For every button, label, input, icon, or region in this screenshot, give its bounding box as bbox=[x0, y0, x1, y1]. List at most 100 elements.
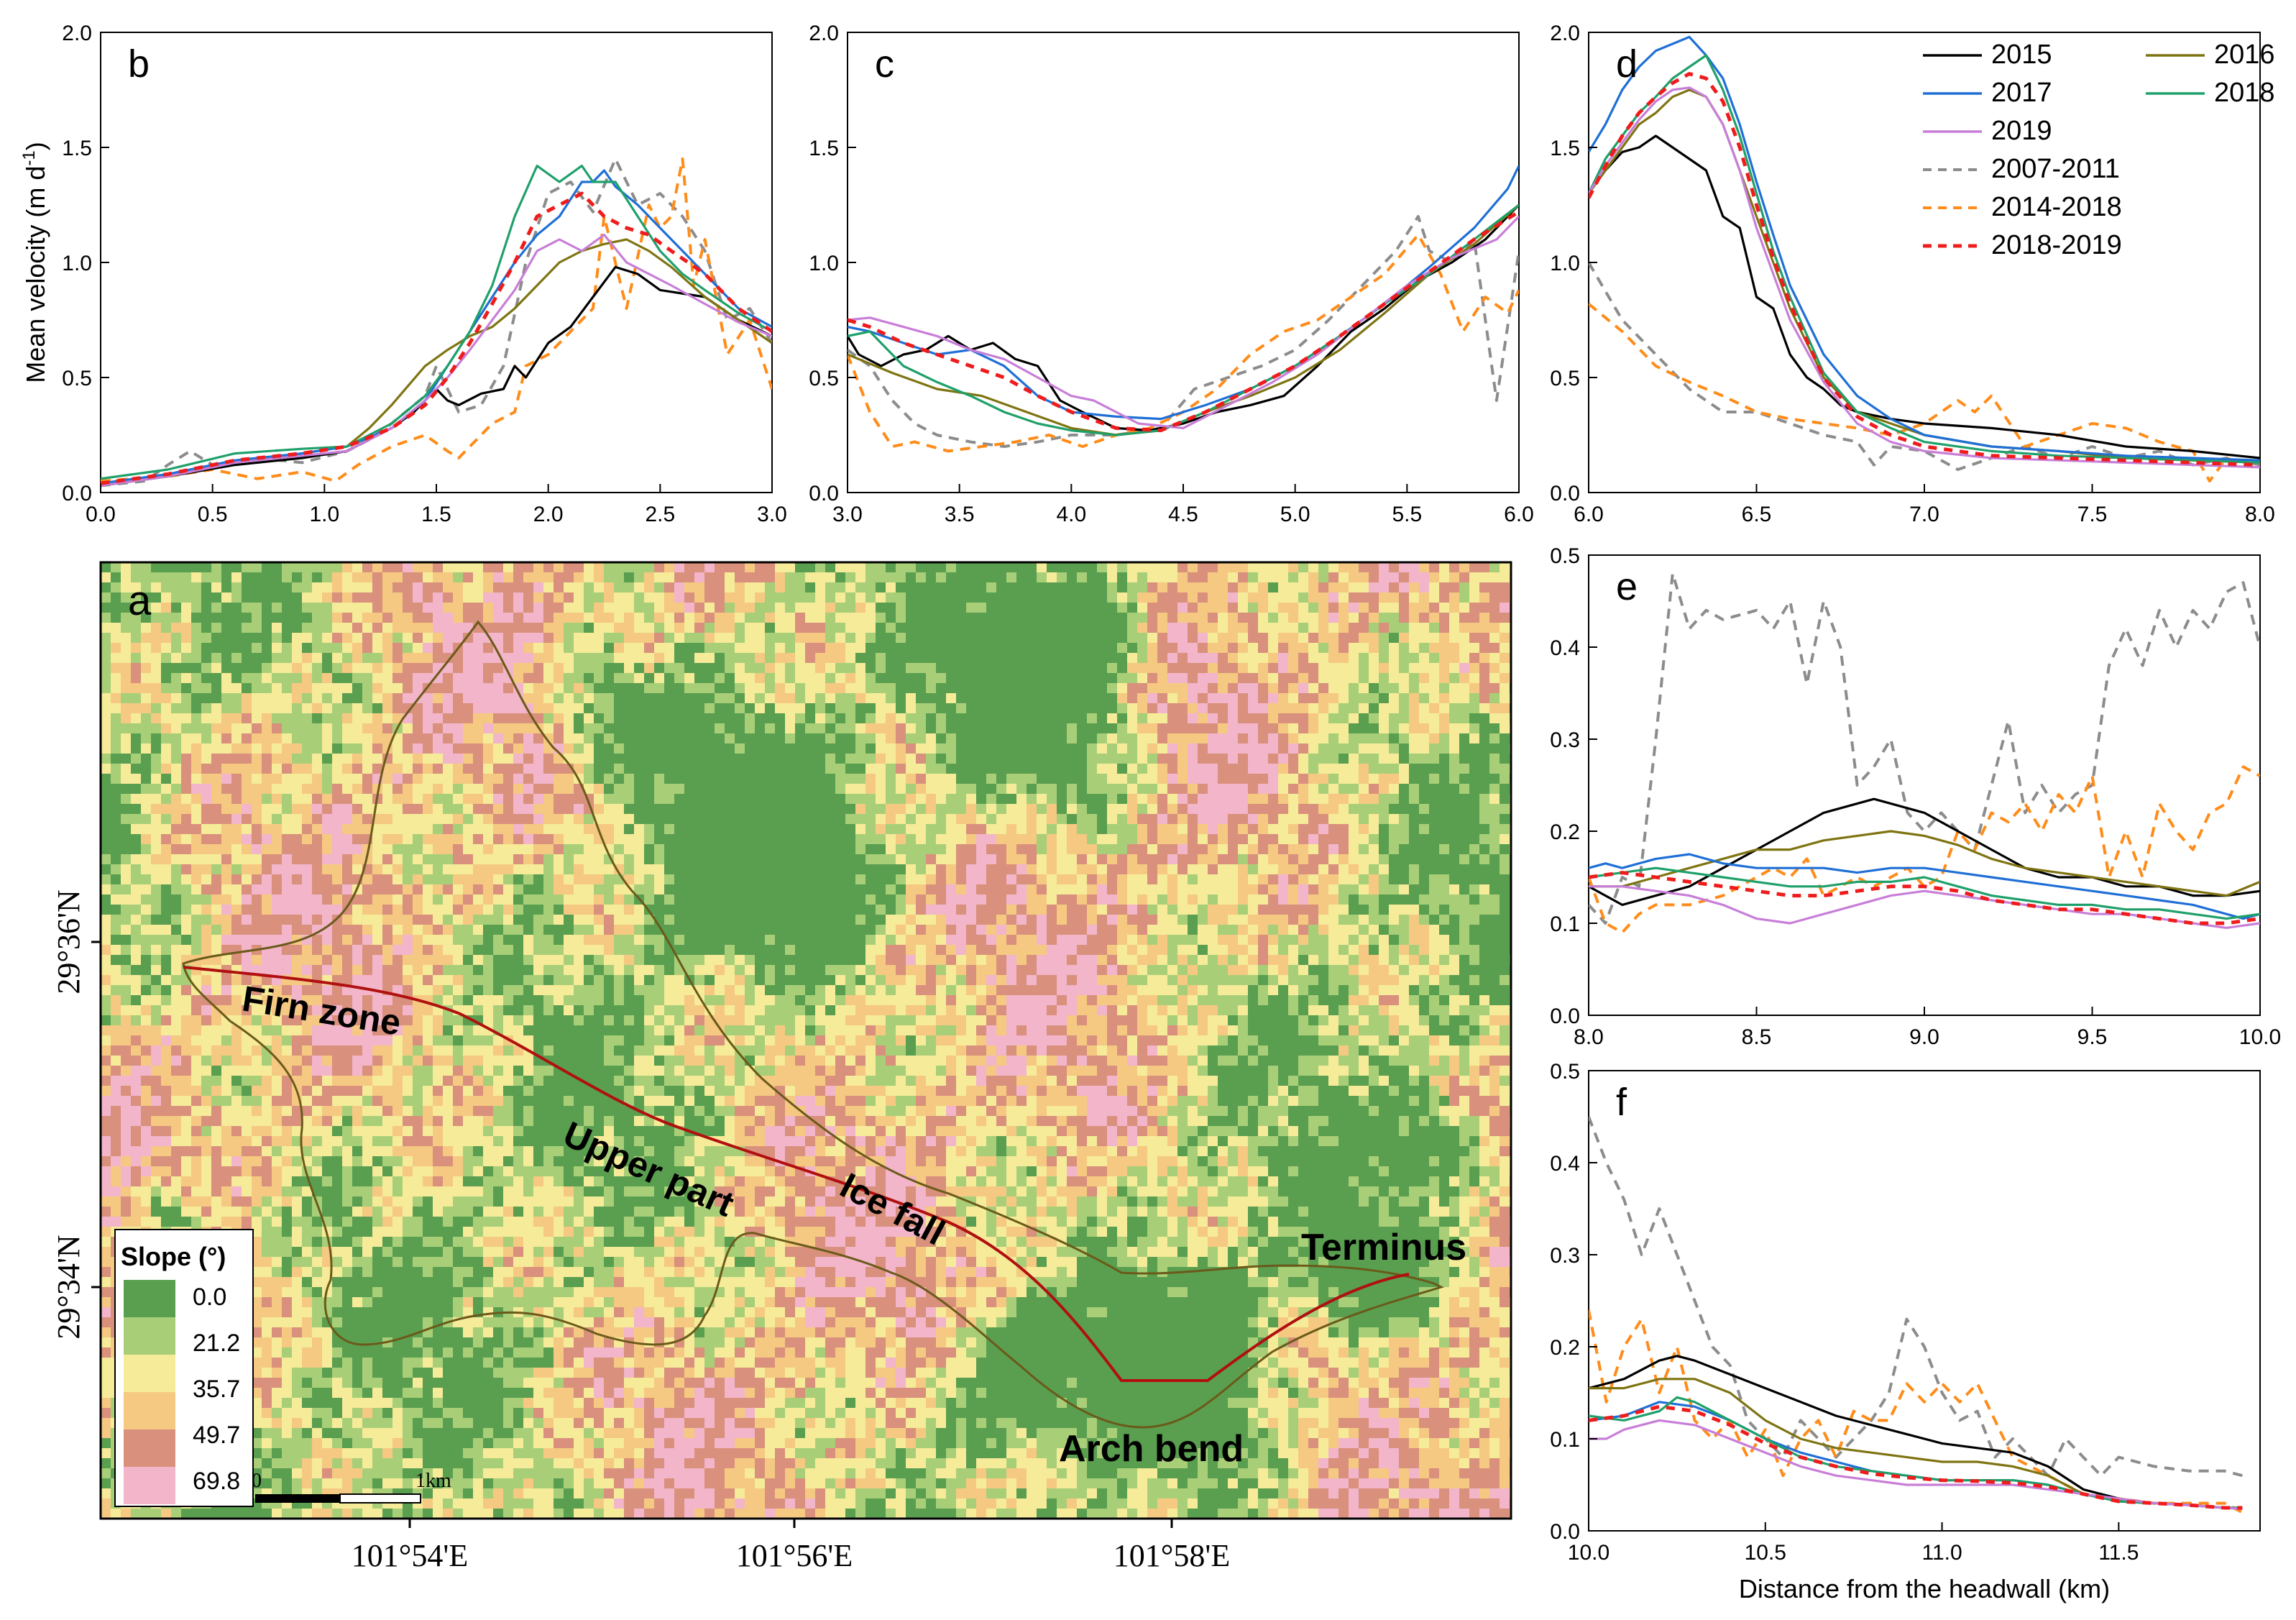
slope-swatch-1 bbox=[124, 1317, 175, 1355]
series-line-2019-c bbox=[848, 215, 1519, 430]
y-axis-label-main: Mean velocity (m d bbox=[21, 166, 50, 383]
legend-label-2018-2019: 2018-2019 bbox=[1991, 230, 2122, 260]
x-tick-label: 2.5 bbox=[645, 503, 675, 526]
x-tick-label: 11.0 bbox=[1921, 1541, 1962, 1565]
series-line-0711-d bbox=[1589, 261, 2260, 471]
panel-label-b: b bbox=[128, 42, 150, 86]
slope-legend-value: 0.0 bbox=[193, 1283, 226, 1311]
y-tick-label: 0.1 bbox=[1550, 912, 1580, 936]
slope-map-panel: a Firn zone Upper part Ice fall Terminus… bbox=[51, 561, 1512, 1573]
y-tick-label: 1.5 bbox=[1550, 137, 1580, 160]
glacier-centerline bbox=[183, 966, 1410, 1382]
label-arch-bend: Arch bend bbox=[1059, 1428, 1244, 1470]
y-tick-label: 2.0 bbox=[809, 22, 839, 45]
x-tick-label: 8.0 bbox=[2245, 503, 2275, 526]
plot-area-e bbox=[1588, 554, 2261, 1016]
y-tick-label: 0.1 bbox=[1550, 1428, 1580, 1452]
x-tick-label: 8.5 bbox=[1742, 1025, 1772, 1049]
y-tick-label: 0.2 bbox=[1550, 1336, 1580, 1360]
series-line-0711-c bbox=[848, 215, 1519, 448]
chart-panel-c: 3.0 3.5 4.0 4.5 5.0 5.5 6.0 0.0 0.5 1.0 1.5 2.0 c bbox=[809, 22, 1534, 526]
series-line-1418-e bbox=[1589, 765, 2260, 934]
series-line-1819-d bbox=[1589, 72, 2260, 467]
slope-swatch-0 bbox=[124, 1280, 175, 1317]
lon-label-1: 101°54'E bbox=[352, 1538, 468, 1573]
series-line-0711-e bbox=[1589, 572, 2260, 925]
series-line-2015-d bbox=[1589, 134, 2260, 459]
legend-label-2019: 2019 bbox=[1991, 116, 2052, 146]
legend-label-2016: 2016 bbox=[2214, 40, 2275, 70]
panel-label-a: a bbox=[128, 577, 152, 624]
y-axis-label-close: ) bbox=[21, 142, 50, 150]
x-tick-label: 1.0 bbox=[309, 503, 339, 526]
y-tick-label: 0.5 bbox=[809, 367, 839, 390]
x-tick-label: 6.0 bbox=[1504, 503, 1534, 526]
series-legend: 2015 2016 2017 2018 2019 2007-2011 2014-2018 20… bbox=[1923, 40, 2275, 260]
scale-bar-white bbox=[339, 1493, 421, 1504]
x-tick-label: 6.5 bbox=[1742, 503, 1772, 526]
lat-label-2: 29°34'N bbox=[51, 1235, 86, 1339]
x-tick-label: 1.5 bbox=[421, 503, 451, 526]
slope-swatch-2 bbox=[124, 1355, 175, 1392]
series-line-2019-f bbox=[1589, 1419, 2243, 1510]
x-tick-label: 7.5 bbox=[2077, 503, 2108, 526]
x-tick-label: 10.5 bbox=[1745, 1541, 1786, 1565]
series-line-2016-e bbox=[1589, 830, 2260, 897]
y-tick-label: 0.4 bbox=[1550, 1152, 1580, 1176]
x-tick-label: 5.0 bbox=[1280, 503, 1310, 526]
y-tick-label: 1.0 bbox=[62, 252, 92, 275]
panel-label-f: f bbox=[1616, 1081, 1627, 1124]
y-tick-label: 1.5 bbox=[62, 137, 92, 160]
series-line-1819-f bbox=[1589, 1404, 2243, 1510]
x-tick-label: 3.5 bbox=[945, 503, 975, 526]
series-line-1819-b bbox=[101, 191, 772, 485]
y-tick-label: 0.0 bbox=[1550, 1005, 1580, 1028]
series-line-0711-f bbox=[1589, 1116, 2243, 1478]
legend-label-2015: 2015 bbox=[1991, 40, 2052, 70]
series-line-2018-e bbox=[1589, 866, 2260, 920]
x-tick-label: 2.0 bbox=[533, 503, 564, 526]
y-tick-label: 0.0 bbox=[1550, 1520, 1580, 1544]
series-line-1819-c bbox=[848, 210, 1519, 433]
x-tick-label: 10.0 bbox=[1568, 1541, 1610, 1565]
series-line-2019-d bbox=[1589, 86, 2260, 469]
y-tick-label: 0.5 bbox=[1550, 544, 1580, 568]
glacier-outline bbox=[182, 620, 1445, 1429]
series-line-1418-d bbox=[1589, 303, 2260, 482]
slope-raster bbox=[101, 562, 1511, 1519]
y-tick-label: 1.0 bbox=[1550, 252, 1580, 275]
chart-panel-b: 0.0 0.5 1.0 1.5 2.0 2.5 3.0 0.0 0.5 1.0 1.5 2.0 b bbox=[62, 22, 787, 526]
slope-swatch-3 bbox=[124, 1392, 175, 1429]
series-line-2015-e bbox=[1589, 797, 2260, 907]
scale-bar-end: 1km bbox=[415, 1470, 451, 1492]
x-tick-label: 5.5 bbox=[1392, 503, 1422, 526]
y-tick-label: 1.5 bbox=[809, 137, 839, 160]
chart-panel-e: 8.0 8.5 9.0 9.5 10.0 0.0 0.1 0.2 0.3 0.4 0.5 e bbox=[1550, 544, 2281, 1049]
x-axis-label: Distance from the headwall (km) bbox=[1739, 1574, 2110, 1603]
slope-legend-value: 21.2 bbox=[193, 1330, 240, 1357]
series-line-2019-e bbox=[1589, 885, 2260, 930]
panel-label-e: e bbox=[1616, 565, 1638, 608]
legend-label-2007-2011: 2007-2011 bbox=[1991, 154, 2120, 184]
plot-area-c bbox=[847, 32, 1520, 493]
legend-label-2014-2018: 2014-2018 bbox=[1991, 192, 2122, 222]
label-terminus: Terminus bbox=[1301, 1227, 1466, 1268]
x-tick-label: 9.5 bbox=[2077, 1025, 2108, 1049]
x-tick-label: 3.0 bbox=[757, 503, 787, 526]
y-tick-label: 0.5 bbox=[1550, 1060, 1580, 1084]
x-tick-label: 10.0 bbox=[2239, 1025, 2281, 1049]
slope-legend-value: 49.7 bbox=[193, 1422, 240, 1449]
slope-legend-title: Slope (°) bbox=[121, 1242, 226, 1271]
x-tick-label: 6.0 bbox=[1574, 503, 1604, 526]
panel-label-d: d bbox=[1616, 42, 1638, 86]
slope-legend-value: 35.7 bbox=[193, 1376, 240, 1403]
legend-label-2017: 2017 bbox=[1991, 78, 2052, 108]
x-tick-label: 4.0 bbox=[1056, 503, 1086, 526]
legend-label-2018: 2018 bbox=[2214, 78, 2275, 108]
y-tick-label: 0.4 bbox=[1550, 636, 1580, 660]
y-tick-label: 2.0 bbox=[1550, 22, 1580, 45]
scale-bar-start: 0 bbox=[252, 1470, 262, 1492]
series-line-1819-e bbox=[1589, 871, 2260, 925]
scale-bar-black bbox=[255, 1494, 340, 1503]
